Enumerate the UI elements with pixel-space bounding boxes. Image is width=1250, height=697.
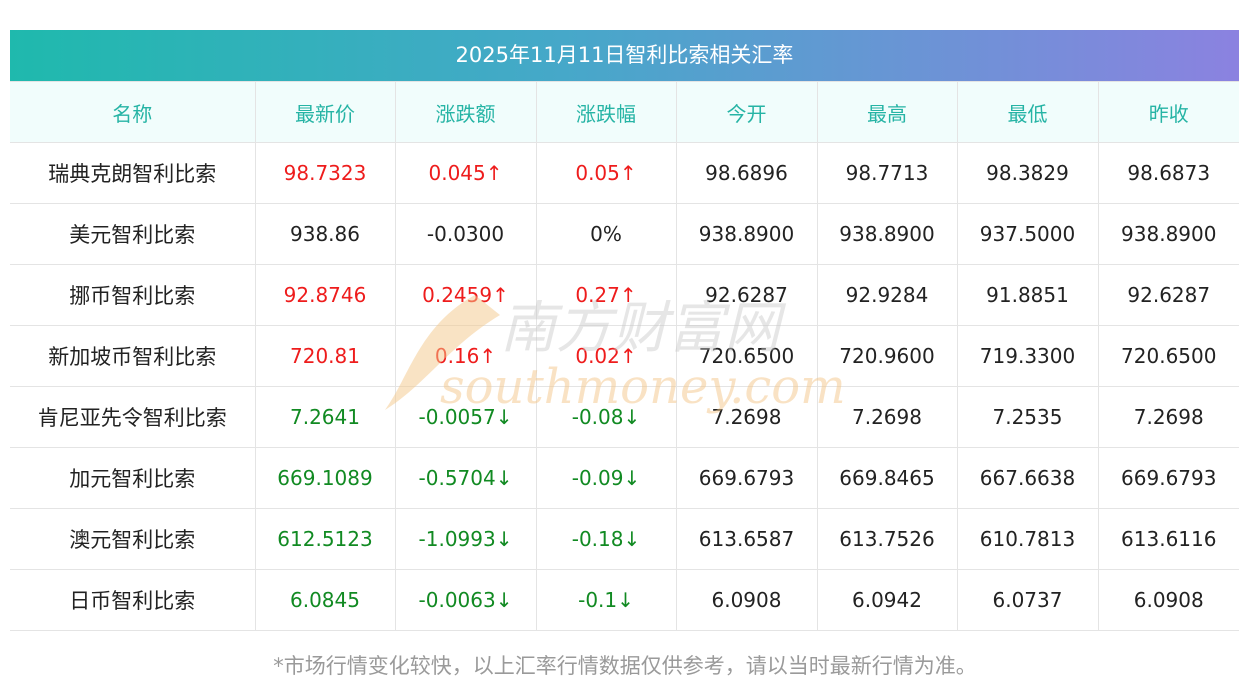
table-title: 2025年11月11日智利比索相关汇率 xyxy=(10,30,1239,81)
cell-open: 92.6287 xyxy=(675,264,818,326)
cell-latest: 938.86 xyxy=(254,203,396,265)
footnote: *市场行情变化较快，以上汇率行情数据仅供参考，请以当时最新行情为准。 xyxy=(273,654,977,678)
cell-prev: 669.6793 xyxy=(1097,447,1239,509)
cell-high: 720.9600 xyxy=(816,325,958,387)
cell-name: 日币智利比索 xyxy=(10,569,256,631)
cell-pct: -0.08↓ xyxy=(535,386,677,448)
column-header-low: 最低 xyxy=(956,81,1099,143)
cell-low: 7.2535 xyxy=(956,386,1099,448)
cell-pct: -0.18↓ xyxy=(535,508,677,570)
cell-high: 7.2698 xyxy=(816,386,958,448)
table-row: 挪币智利比索 92.8746 0.2459↑ 0.27↑ 92.6287 92.9284 9… xyxy=(10,264,1239,326)
cell-low: 719.3300 xyxy=(956,325,1099,387)
rate-table-panel: 2025年11月11日智利比索相关汇率 名称 最新价 涨跌额 涨跌幅 今开 最高… xyxy=(10,30,1239,631)
column-header-open: 今开 xyxy=(675,81,818,143)
cell-low: 98.3829 xyxy=(956,142,1099,204)
cell-latest: 612.5123 xyxy=(254,508,396,570)
cell-name: 新加坡币智利比索 xyxy=(10,325,256,387)
cell-latest: 720.81 xyxy=(254,325,396,387)
cell-low: 667.6638 xyxy=(956,447,1099,509)
cell-prev: 938.8900 xyxy=(1097,203,1239,265)
cell-latest: 6.0845 xyxy=(254,569,396,631)
table-row: 加元智利比索 669.1089 -0.5704↓ -0.09↓ 669.6793 669.… xyxy=(10,447,1239,509)
cell-change: -0.0300 xyxy=(394,203,537,265)
cell-name: 美元智利比索 xyxy=(10,203,256,265)
cell-name: 挪币智利比索 xyxy=(10,264,256,326)
cell-latest: 669.1089 xyxy=(254,447,396,509)
column-header-pct: 涨跌幅 xyxy=(535,81,677,143)
cell-latest: 7.2641 xyxy=(254,386,396,448)
cell-low: 937.5000 xyxy=(956,203,1099,265)
cell-change: -0.0057↓ xyxy=(394,386,537,448)
table-header-row: 名称 最新价 涨跌额 涨跌幅 今开 最高 最低 昨收 xyxy=(10,81,1239,143)
cell-name: 加元智利比索 xyxy=(10,447,256,509)
cell-pct: -0.09↓ xyxy=(535,447,677,509)
cell-prev: 613.6116 xyxy=(1097,508,1239,570)
cell-high: 613.7526 xyxy=(816,508,958,570)
cell-high: 938.8900 xyxy=(816,203,958,265)
cell-open: 938.8900 xyxy=(675,203,818,265)
cell-prev: 98.6873 xyxy=(1097,142,1239,204)
cell-prev: 6.0908 xyxy=(1097,569,1239,631)
cell-latest: 98.7323 xyxy=(254,142,396,204)
table-row: 肯尼亚先令智利比索 7.2641 -0.0057↓ -0.08↓ 7.2698 7.269… xyxy=(10,386,1239,448)
cell-change: 0.16↑ xyxy=(394,325,537,387)
table-row: 澳元智利比索 612.5123 -1.0993↓ -0.18↓ 613.6587 613.… xyxy=(10,508,1239,570)
cell-open: 720.6500 xyxy=(675,325,818,387)
cell-change: -0.0063↓ xyxy=(394,569,537,631)
table-row: 瑞典克朗智利比索 98.7323 0.045↑ 0.05↑ 98.6896 98.7713… xyxy=(10,142,1239,204)
cell-change: -1.0993↓ xyxy=(394,508,537,570)
cell-change: 0.2459↑ xyxy=(394,264,537,326)
cell-low: 610.7813 xyxy=(956,508,1099,570)
cell-pct: 0.05↑ xyxy=(535,142,677,204)
cell-name: 澳元智利比索 xyxy=(10,508,256,570)
exchange-rate-table: 名称 最新价 涨跌额 涨跌幅 今开 最高 最低 昨收 瑞典克朗智利比索 98.73… xyxy=(10,81,1239,631)
table-row: 新加坡币智利比索 720.81 0.16↑ 0.02↑ 720.6500 720.9600… xyxy=(10,325,1239,387)
column-header-latest: 最新价 xyxy=(254,81,396,143)
cell-pct: 0% xyxy=(535,203,677,265)
cell-prev: 92.6287 xyxy=(1097,264,1239,326)
cell-pct: 0.02↑ xyxy=(535,325,677,387)
cell-latest: 92.8746 xyxy=(254,264,396,326)
cell-open: 7.2698 xyxy=(675,386,818,448)
cell-pct: 0.27↑ xyxy=(535,264,677,326)
cell-high: 98.7713 xyxy=(816,142,958,204)
cell-open: 6.0908 xyxy=(675,569,818,631)
column-header-prev: 昨收 xyxy=(1097,81,1239,143)
cell-name: 肯尼亚先令智利比索 xyxy=(10,386,256,448)
cell-change: -0.5704↓ xyxy=(394,447,537,509)
column-header-high: 最高 xyxy=(816,81,958,143)
cell-low: 6.0737 xyxy=(956,569,1099,631)
cell-change: 0.045↑ xyxy=(394,142,537,204)
cell-low: 91.8851 xyxy=(956,264,1099,326)
cell-high: 92.9284 xyxy=(816,264,958,326)
column-header-name: 名称 xyxy=(10,81,256,143)
cell-high: 669.8465 xyxy=(816,447,958,509)
cell-open: 669.6793 xyxy=(675,447,818,509)
column-header-change: 涨跌额 xyxy=(394,81,537,143)
cell-open: 613.6587 xyxy=(675,508,818,570)
cell-pct: -0.1↓ xyxy=(535,569,677,631)
cell-open: 98.6896 xyxy=(675,142,818,204)
cell-name: 瑞典克朗智利比索 xyxy=(10,142,256,204)
cell-prev: 7.2698 xyxy=(1097,386,1239,448)
cell-high: 6.0942 xyxy=(816,569,958,631)
table-row: 日币智利比索 6.0845 -0.0063↓ -0.1↓ 6.0908 6.0942 6.0… xyxy=(10,569,1239,631)
table-row: 美元智利比索 938.86 -0.0300 0% 938.8900 938.8900 937… xyxy=(10,203,1239,265)
cell-prev: 720.6500 xyxy=(1097,325,1239,387)
